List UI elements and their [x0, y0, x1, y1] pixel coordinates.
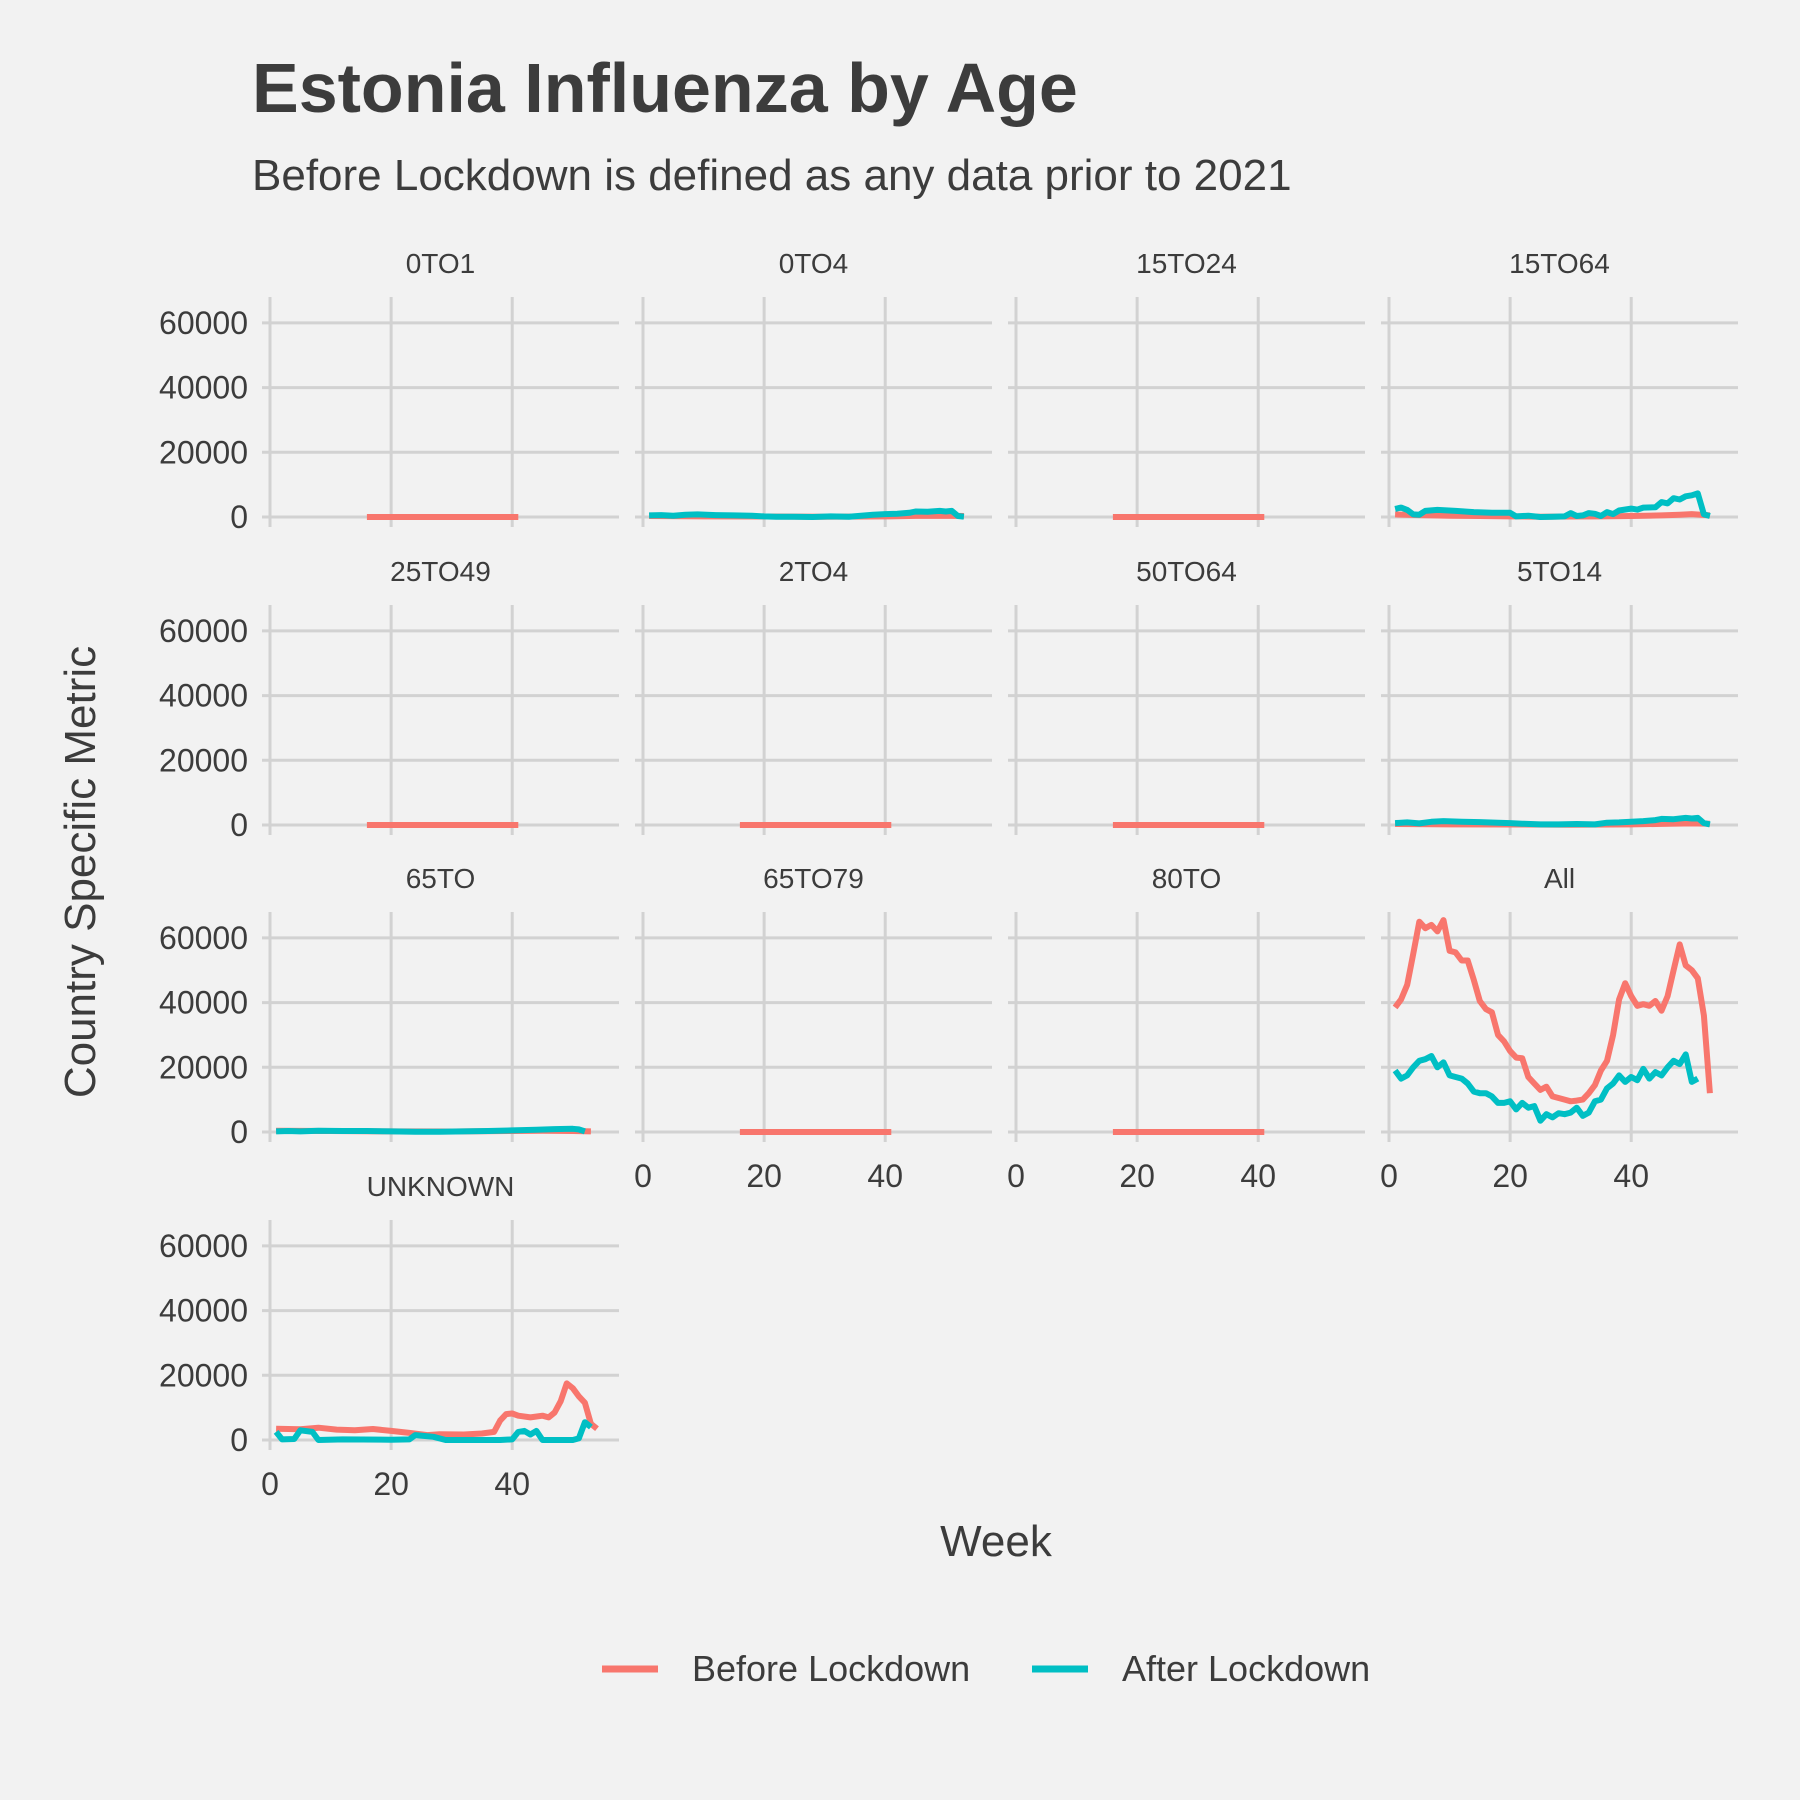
facet-panel-5to14: 5TO14	[1381, 556, 1738, 835]
facet-panel-15to24: 15TO24	[1008, 248, 1365, 527]
legend-entry-after-lockdown: After Lockdown	[1032, 1648, 1370, 1689]
facet-strip-label: 65TO79	[763, 863, 864, 894]
series-line-after-lockdown	[276, 1125, 586, 1135]
y-tick-label: 20000	[159, 742, 248, 778]
facet-panel-50to64: 50TO64	[1008, 556, 1365, 835]
y-tick-label: 0	[230, 1114, 248, 1150]
facet-panel-80to: 80TO 0 20 40	[1007, 863, 1365, 1194]
facet-panel-25to49: 25TO49 0 20000 40000 60000	[159, 556, 619, 843]
facet-strip-label: 80TO	[1152, 863, 1222, 894]
facet-strip-label: All	[1544, 863, 1575, 894]
x-tick-label: 40	[867, 1158, 903, 1194]
y-axis-title: Country Specific Metric	[56, 646, 105, 1098]
y-tick-label: 0	[230, 1422, 248, 1458]
y-tick-label: 20000	[159, 434, 248, 470]
series-line-before-lockdown	[1392, 917, 1713, 1105]
legend-entry-before-lockdown: Before Lockdown	[602, 1648, 970, 1689]
series-line-after-lockdown	[1394, 490, 1711, 520]
x-tick-label: 20	[746, 1158, 782, 1194]
x-tick-label: 20	[1492, 1158, 1528, 1194]
y-tick-label: 40000	[159, 678, 248, 714]
x-tick-label: 0	[261, 1466, 279, 1502]
y-tick-label: 40000	[159, 370, 248, 406]
series-line-after-lockdown	[649, 507, 965, 520]
y-tick-label: 60000	[159, 613, 248, 649]
facet-panel-unknown: UNKNOWN 0 20000 40000 60000 0 20 40	[159, 1171, 619, 1502]
y-tick-label: 60000	[159, 1228, 248, 1264]
y-tick-label: 20000	[159, 1357, 248, 1393]
x-tick-label: 20	[373, 1466, 409, 1502]
y-tick-label: 40000	[159, 1293, 248, 1329]
facet-panel-0to4: 0TO4	[635, 248, 992, 527]
chart-subtitle: Before Lockdown is defined as any data p…	[252, 151, 1292, 200]
legend-label: Before Lockdown	[692, 1648, 970, 1689]
facet-strip-label: 65TO	[406, 863, 476, 894]
series-line-after-lockdown	[273, 1419, 593, 1443]
series-line-before-lockdown	[276, 1380, 599, 1439]
x-tick-label: 40	[1613, 1158, 1649, 1194]
facet-strip-label: 0TO1	[406, 248, 476, 279]
y-tick-label: 0	[230, 499, 248, 535]
series-line-after-lockdown	[1394, 814, 1711, 828]
y-tick-label: 60000	[159, 305, 248, 341]
facet-strip-label: 50TO64	[1136, 556, 1237, 587]
x-tick-label: 0	[1380, 1158, 1398, 1194]
facet-strip-label: 25TO49	[390, 556, 491, 587]
x-axis-title: Week	[940, 1517, 1053, 1566]
facet-strip-label: 15TO24	[1136, 248, 1237, 279]
y-tick-label: 0	[230, 807, 248, 843]
y-tick-label: 40000	[159, 985, 248, 1021]
facet-panel-65to79: 65TO79 0 20 40	[634, 863, 992, 1194]
facet-panel-65to: 65TO 0 20000 40000 60000	[159, 863, 619, 1150]
chart-title: Estonia Influenza by Age	[252, 49, 1078, 127]
facet-panel-2to4: 2TO4	[635, 556, 992, 835]
x-tick-label: 20	[1119, 1158, 1155, 1194]
x-tick-label: 0	[1007, 1158, 1025, 1194]
x-tick-label: 0	[634, 1158, 652, 1194]
facet-panel-0to1: 0TO1 0 20000 40000 60000	[159, 248, 619, 535]
legend: Before Lockdown After Lockdown	[602, 1648, 1370, 1689]
y-tick-label: 20000	[159, 1049, 248, 1085]
facet-strip-label: UNKNOWN	[367, 1171, 515, 1202]
x-tick-label: 40	[1240, 1158, 1276, 1194]
series-line-after-lockdown	[1392, 1051, 1700, 1124]
facet-strip-label: 5TO14	[1517, 556, 1602, 587]
facet-panel-all: All 0 20 40	[1380, 863, 1738, 1194]
facet-panel-15to64: 15TO64	[1381, 248, 1738, 527]
facet-strip-label: 2TO4	[779, 556, 849, 587]
facet-strip-label: 0TO4	[779, 248, 849, 279]
legend-label: After Lockdown	[1122, 1648, 1370, 1689]
y-tick-label: 60000	[159, 920, 248, 956]
facet-strip-label: 15TO64	[1509, 248, 1610, 279]
x-tick-label: 40	[494, 1466, 530, 1502]
